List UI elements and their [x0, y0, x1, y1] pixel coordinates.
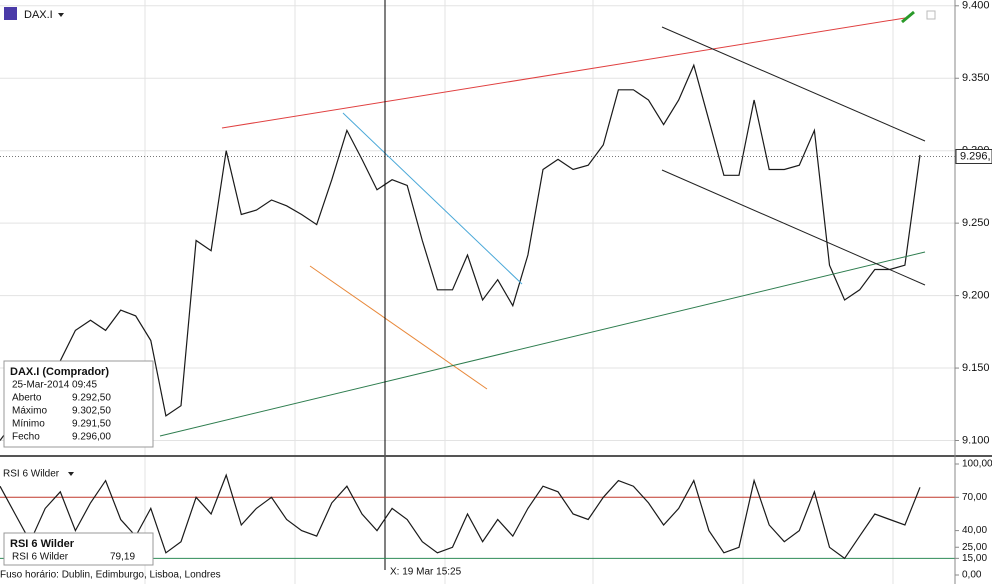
dropdown-arrow[interactable]	[58, 13, 64, 17]
symbol[interactable]: DAX.I	[24, 9, 53, 21]
trend-line	[342, 112, 523, 285]
y-tick-label: 70,00	[962, 492, 987, 503]
y-tick-label: 9.400	[962, 0, 990, 12]
y-tick-label: 100,00	[962, 459, 992, 470]
rsi-info-value: 79,19	[110, 552, 135, 563]
y-tick-label: 0,00	[962, 570, 982, 581]
info-title: DAX.I (Comprador)	[10, 366, 109, 378]
info-label: Fecho	[12, 432, 40, 443]
y-tick-label: 15,00	[962, 553, 987, 564]
last-price-label: 9.296,	[960, 150, 991, 162]
y-tick-label: 9.100	[962, 434, 990, 446]
dropdown-arrow[interactable]	[68, 472, 74, 476]
symbol-icon[interactable]	[4, 7, 17, 20]
info-rows: Aberto 9.292,50 Máximo 9.302,50 Mínimo 9.291,…	[12, 393, 111, 443]
timezone: Fuso horário: Dublin, Edimburgo, Lisboa,…	[0, 570, 221, 581]
info-datetime: 25-Mar-2014 09:45	[12, 380, 97, 391]
info-value: 9.296,00	[72, 432, 111, 443]
trend-line	[159, 251, 926, 437]
y-tick-label: 9.250	[962, 217, 990, 229]
info-value: 9.302,50	[72, 406, 111, 417]
info-label: Aberto	[12, 393, 42, 404]
crosshair-label: X: 19 Mar 15:25	[390, 567, 462, 578]
rsi-info-box	[3, 532, 154, 566]
series-line	[0, 473, 921, 560]
price-axis: 9.4009.3509.3009.2509.2009.1509.1009.296…	[955, 0, 992, 581]
info-box	[3, 360, 154, 448]
rsi-info-title: RSI 6 Wilder	[10, 538, 75, 550]
y-tick-label: 9.350	[962, 72, 990, 84]
trend-line	[661, 169, 926, 286]
panel-button[interactable]	[926, 10, 936, 20]
y-tick-label: 25,00	[962, 542, 987, 553]
series-line	[0, 63, 921, 441]
info-label: Mínimo	[12, 419, 45, 430]
trend-line	[661, 26, 926, 142]
y-tick-label: 9.200	[962, 290, 990, 302]
y-tick-label: 9.150	[962, 362, 990, 374]
rsi-title: RSI 6 Wilder	[3, 469, 60, 480]
trend-line	[221, 17, 906, 129]
trend-lines	[159, 17, 926, 437]
info-label: Máximo	[12, 406, 47, 417]
y-tick-label: 40,00	[962, 525, 987, 536]
info-value: 9.292,50	[72, 393, 111, 404]
grid	[144, 0, 894, 584]
rsi-panel	[0, 473, 955, 560]
trend-line	[309, 265, 488, 390]
price-panel	[0, 5, 955, 442]
last-price-box	[955, 148, 992, 164]
indicator-icon[interactable]	[901, 10, 915, 24]
info-value: 9.291,50	[72, 419, 111, 430]
rsi-info-name: RSI 6 Wilder	[12, 552, 69, 563]
